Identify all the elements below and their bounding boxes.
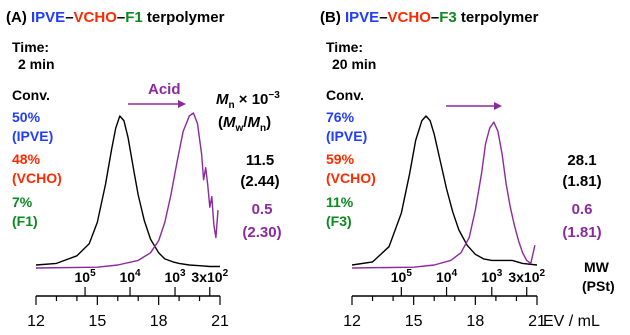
panel-b-mw-label: MW xyxy=(584,259,610,275)
panel-b-conv-ipve-name: (IPVE) xyxy=(326,128,367,144)
panel-b-mw-tick-label: 105 xyxy=(391,268,413,285)
panel-a-mw-tick-label: 3x102 xyxy=(191,268,228,285)
panel-b-black-pdi: (1.81) xyxy=(562,173,601,190)
panel-b-mw-tick-label: 104 xyxy=(436,268,458,285)
panel-b-x-axis-label: EV / mL xyxy=(543,313,600,330)
panel-b-mw-pst-label: (PSt) xyxy=(582,278,615,294)
panel-a-black-pdi: (2.44) xyxy=(240,173,279,190)
panel-a-purple-pdi: (2.30) xyxy=(242,224,281,241)
panel-a-title: (A) IPVE–VCHO–F1 terpolymer xyxy=(6,9,225,26)
panel-b-time-label: Time: xyxy=(326,39,363,55)
panel-b-conv-vcho-name: (VCHO) xyxy=(326,170,376,186)
panel-b-purple-trace xyxy=(351,121,536,269)
panel-a-ev-tick-label: 15 xyxy=(88,313,106,330)
panel-b-conv-vcho-value: 59% xyxy=(326,151,355,167)
panel-b-conv-f3-value: 11% xyxy=(326,194,354,210)
panel-a-acid-arrow-head xyxy=(178,100,186,108)
panel-a-conv-f1-name: (F1) xyxy=(12,213,38,229)
panel-b-conv-f3-name: (F3) xyxy=(326,213,352,229)
panel-a-acid-label: Acid xyxy=(148,81,181,98)
panel-a-ev-tick-label: 18 xyxy=(150,313,168,330)
panel-a-ev-tick-label: 21 xyxy=(211,313,229,330)
panel-b-purple-mn: 0.6 xyxy=(572,201,593,218)
panel-b-ev-tick-label: 12 xyxy=(343,313,361,330)
panel-b-mw-tick-label: 103 xyxy=(481,268,503,285)
panel-a-plot: 105 104 103 3x102 12 15 18 21 xyxy=(27,112,229,330)
panel-a-conv-label: Conv. xyxy=(12,87,50,103)
panel-b-title: (B) IPVE–VCHO–F3 terpolymer xyxy=(320,9,539,26)
panel-a-conv-vcho-name: (VCHO) xyxy=(12,170,62,186)
panel-a-black-trace xyxy=(35,115,220,268)
panel-b-mw-tick-label: 3x102 xyxy=(508,268,545,285)
panel-a: (A) IPVE–VCHO–F1 terpolymer Time: 2 min … xyxy=(6,9,282,330)
panel-a-conv-ipve-value: 50% xyxy=(12,109,41,125)
panel-a-conv-vcho-value: 48% xyxy=(12,151,41,167)
panel-b-ev-tick-label: 18 xyxy=(466,313,484,330)
panel-a-pdi-header: (Mw/Mn) xyxy=(218,114,271,134)
panel-a-purple-mn: 0.5 xyxy=(252,201,273,218)
panel-b-ev-tick-label: 21 xyxy=(528,313,546,330)
panel-a-mw-tick-label: 104 xyxy=(119,268,141,285)
panel-a-conv-f1-value: 7% xyxy=(12,194,33,210)
panel-b: (B) IPVE–VCHO–F3 terpolymer Time: 20 min… xyxy=(320,9,615,330)
panel-a-conv-ipve-name: (IPVE) xyxy=(12,128,53,144)
panel-a-black-mn: 11.5 xyxy=(246,152,274,169)
panel-a-time-value: 2 min xyxy=(18,56,55,72)
panel-b-purple-pdi: (1.81) xyxy=(562,224,601,241)
panel-a-mw-tick-label: 103 xyxy=(164,268,186,285)
panel-b-black-trace xyxy=(351,115,538,266)
panel-b-conv-label: Conv. xyxy=(326,87,364,103)
panel-a-mw-tick-label: 105 xyxy=(74,268,96,285)
panel-b-ev-tick-label: 15 xyxy=(405,313,423,330)
panel-a-purple-trace xyxy=(35,112,219,269)
panel-b-arrow-head xyxy=(494,102,502,110)
panel-b-conv-ipve-value: 76% xyxy=(326,109,355,125)
panel-a-ev-tick-label: 12 xyxy=(27,313,45,330)
panel-a-mn-header: Mn × 10−3 xyxy=(216,90,280,111)
panel-b-time-value: 20 min xyxy=(332,56,376,72)
panel-a-time-label: Time: xyxy=(12,39,49,55)
panel-b-black-mn: 28.1 xyxy=(567,152,596,169)
